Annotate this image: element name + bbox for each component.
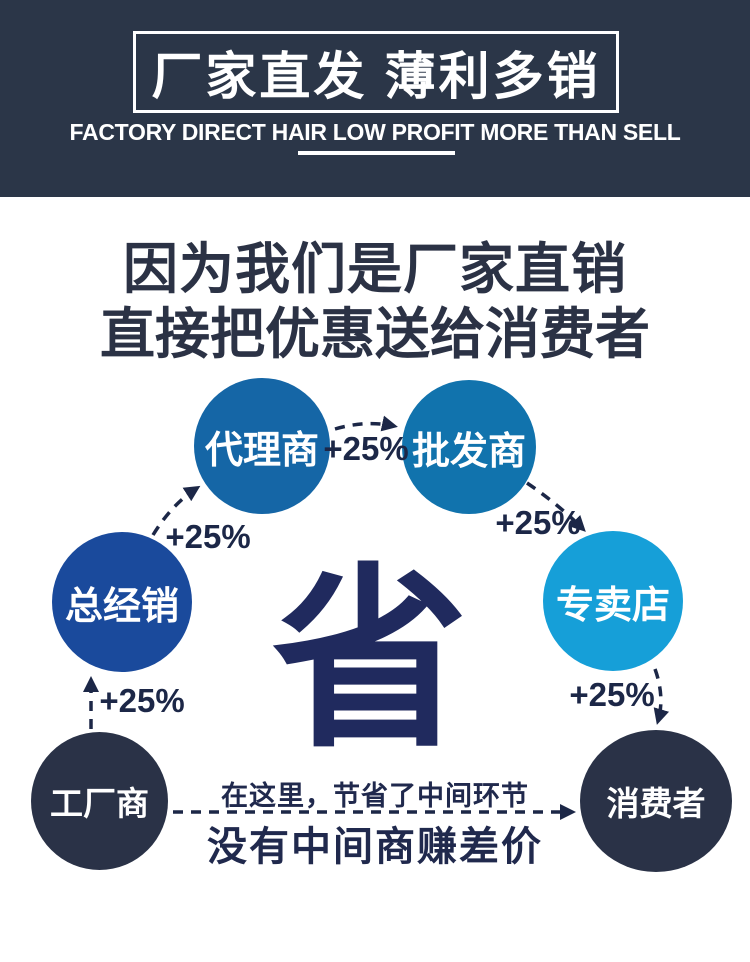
node-agent: 代理商 (194, 378, 330, 514)
node-general-distributor-label: 总经销 (64, 585, 179, 628)
node-factory: 工厂商 (31, 732, 168, 870)
banner-underline-divider (298, 151, 455, 155)
arrow-agent-to-wholesaler-icon (334, 415, 398, 432)
percent-label-agent-wholesaler: +25% (323, 430, 409, 467)
node-consumer: 消费者 (580, 730, 732, 872)
percent-label-wholesaler-store: +25% (495, 504, 581, 541)
footer-line2: 没有中间商赚差价 (207, 825, 543, 869)
arrow-store-to-consumer-icon (653, 668, 670, 725)
node-wholesaler-label: 批发商 (411, 430, 526, 473)
percent-label-general-agent: +25% (165, 518, 251, 555)
node-consumer-label: 消费者 (606, 785, 706, 822)
banner-title: 厂家直发 薄利多销 (151, 48, 601, 105)
node-specialty-store-label: 专卖店 (555, 584, 670, 627)
percent-label-store-consumer: +25% (569, 676, 655, 713)
node-specialty-store: 专卖店 (543, 531, 683, 671)
node-wholesaler: 批发商 (402, 380, 536, 514)
footer-line1: 在这里，节省了中间环节 (221, 781, 529, 811)
save-character: 省 (271, 551, 469, 770)
headline-line1: 因为我们是厂家直销 (122, 238, 627, 300)
node-general-distributor: 总经销 (52, 532, 192, 672)
top-banner: 厂家直发 薄利多销 FACTORY DIRECT HAIR LOW PROFIT… (0, 0, 750, 197)
node-agent-label: 代理商 (204, 429, 319, 472)
node-factory-label: 工厂商 (50, 785, 149, 822)
banner-subtitle: FACTORY DIRECT HAIR LOW PROFIT MORE THAN… (69, 119, 681, 145)
banner-title-box: 厂家直发 薄利多销 (133, 31, 619, 113)
headline-line2: 直接把优惠送给消费者 (99, 303, 650, 365)
percent-label-factory-general: +25% (99, 682, 185, 719)
